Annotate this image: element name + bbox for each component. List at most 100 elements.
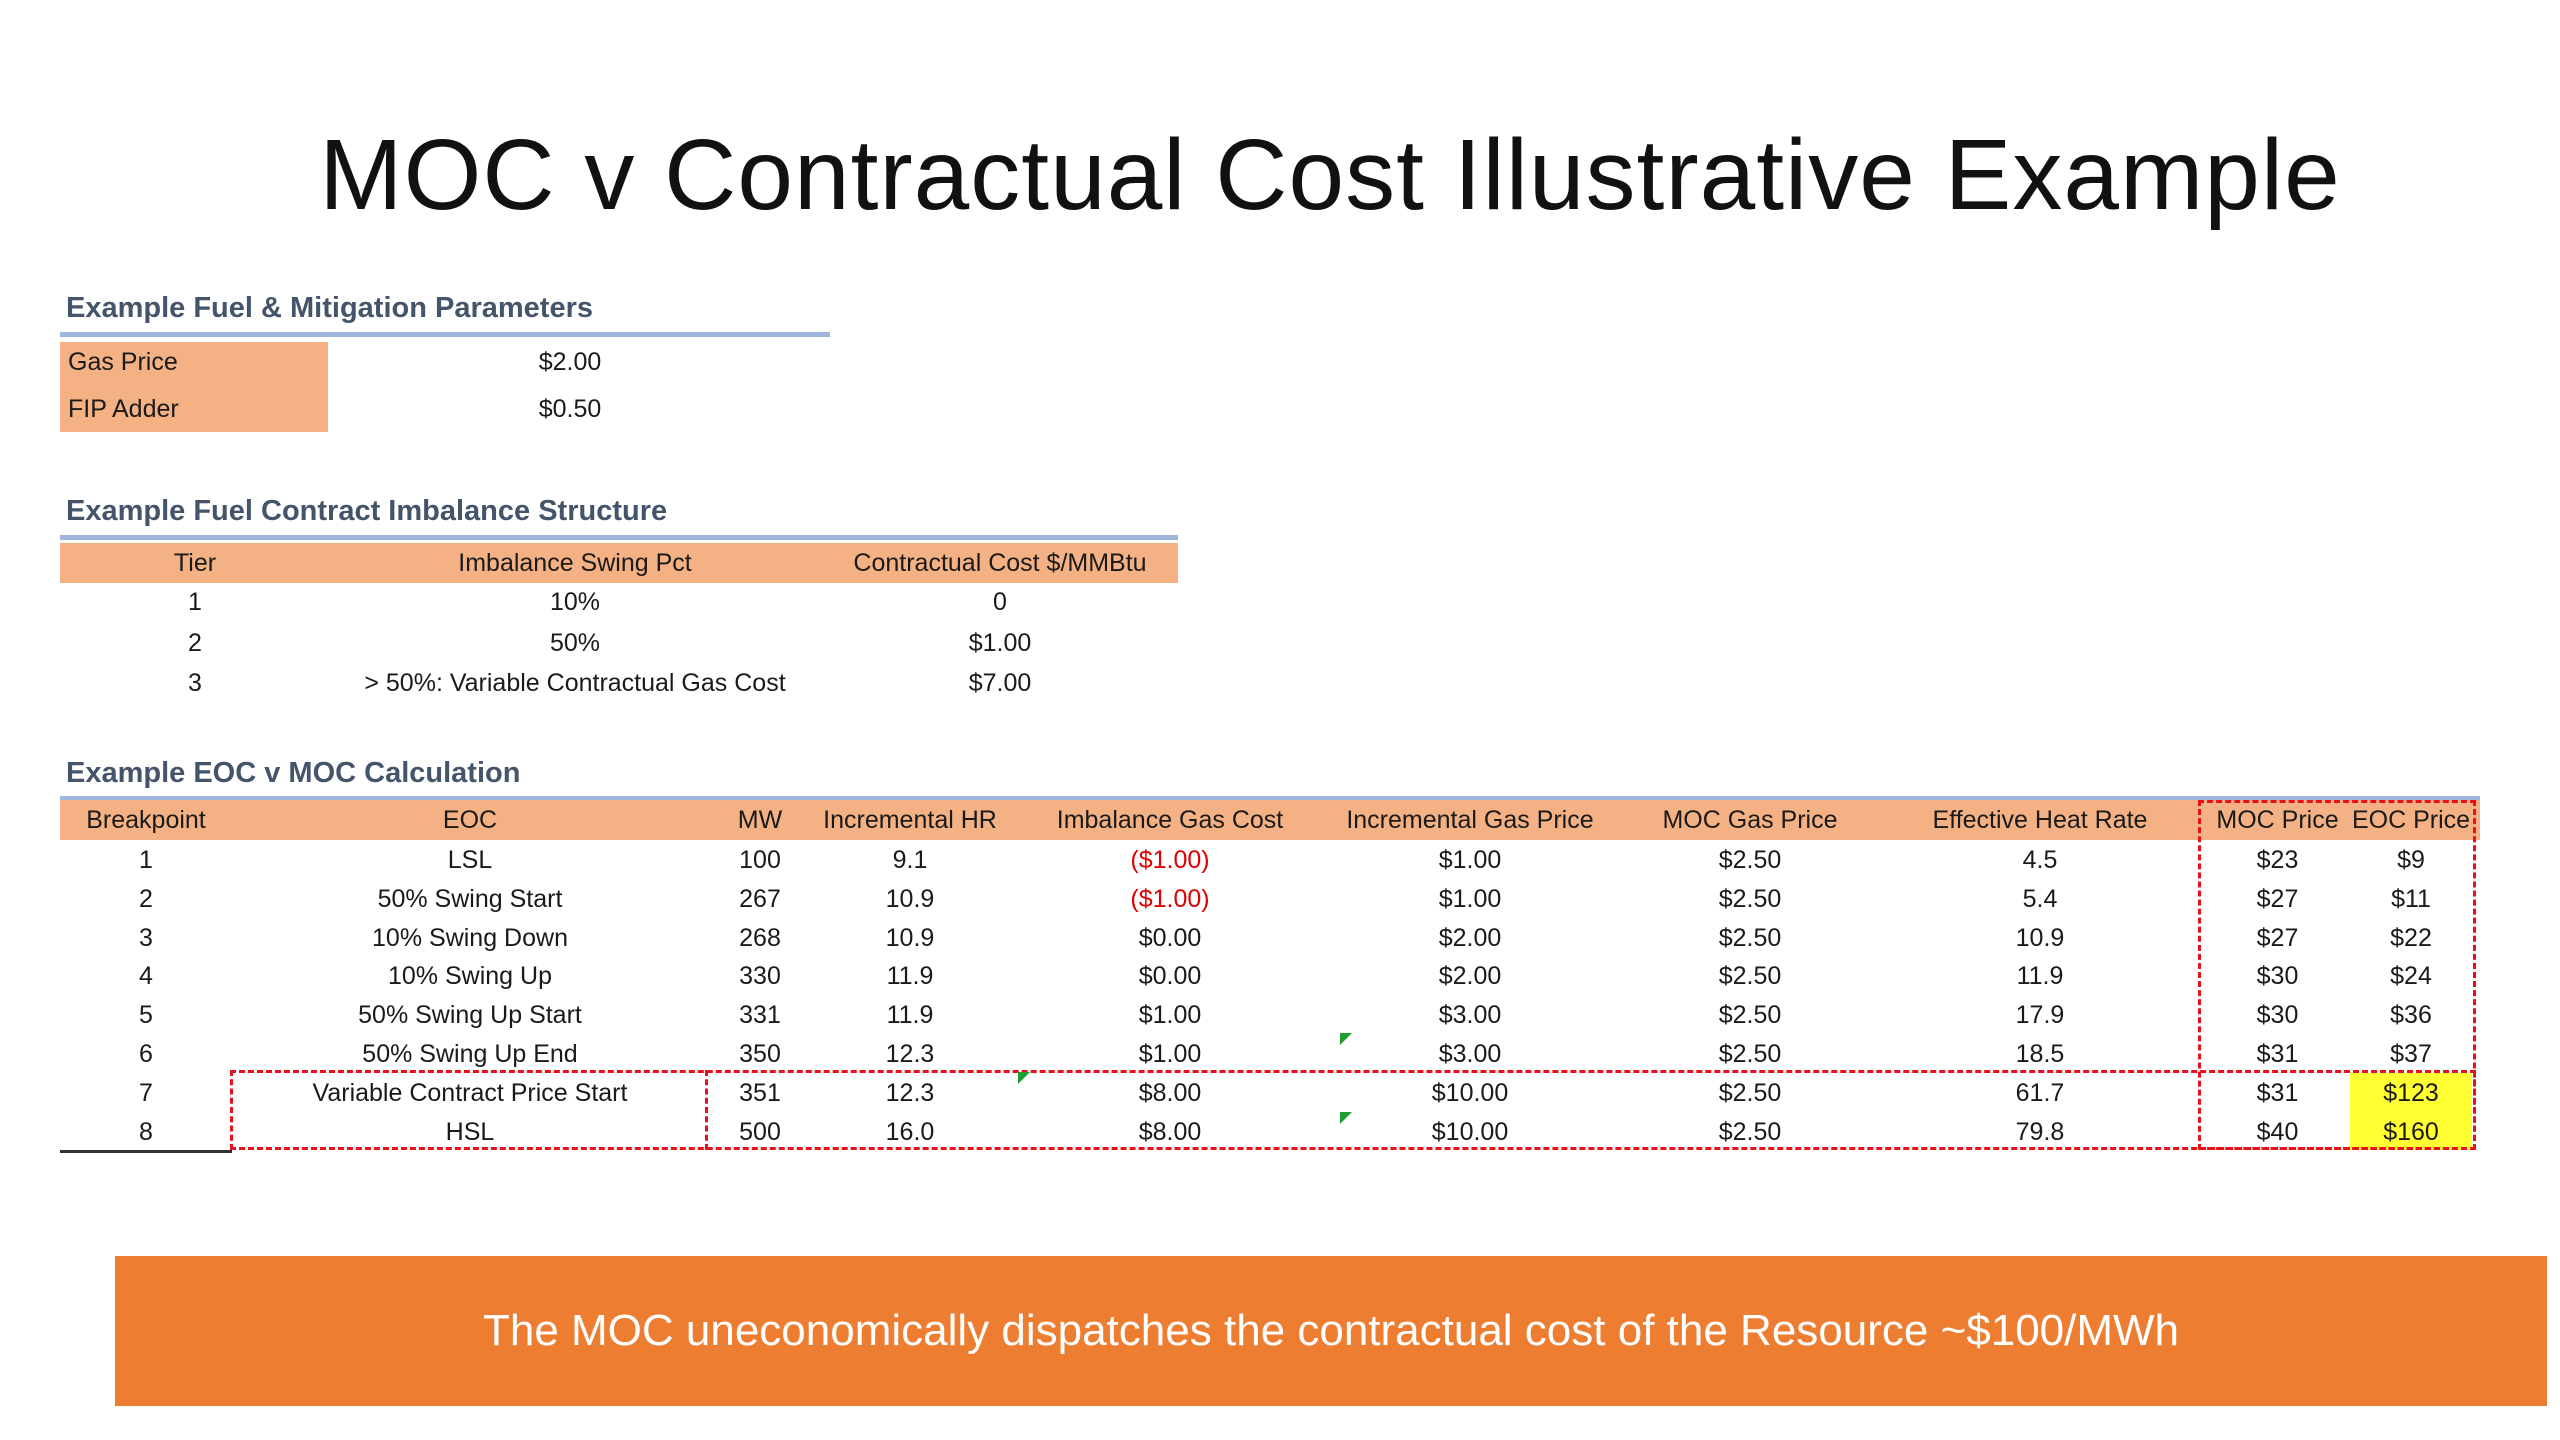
calc-cell-incremental-gas-price: $3.00: [1438, 1040, 1502, 1068]
calc-cell-imbalance-gas-cost: ($1.00): [1130, 884, 1210, 913]
calc-heading: Example EOC v MOC Calculation: [66, 757, 521, 789]
imbalance-heading: Example Fuel Contract Imbalance Structur…: [66, 495, 668, 527]
calc-cell-moc-gas-price: $2.50: [1718, 846, 1782, 874]
calc-cell-incremental-hr: 11.9: [886, 1001, 934, 1030]
calc-cell-mw: 268: [739, 923, 781, 952]
calc-cell-eoc: Variable Contract Price Start: [312, 1078, 628, 1107]
calc-cell-breakpoint: 5: [139, 1001, 153, 1030]
calc-cell-mw: 351: [739, 1078, 781, 1107]
calc-cell-effective-heat-rate: 61.7: [2015, 1078, 2065, 1107]
calc-header-eoc: EOC: [442, 806, 498, 834]
calc-cell-moc-price: $40: [2256, 1117, 2299, 1146]
calc-cell-eoc-price: $22: [2390, 923, 2432, 952]
calc-cell-moc-gas-price: $2.50: [1718, 1001, 1782, 1030]
calc-cell-moc-gas-price: $2.50: [1718, 1117, 1782, 1146]
calc-cell-breakpoint: 1: [139, 846, 153, 874]
calc-cell-incremental-gas-price: $10.00: [1431, 1117, 1509, 1146]
calc-cell-eoc-price: $9: [2397, 846, 2425, 874]
calc-cell-mw: 500: [739, 1117, 781, 1146]
calc-cell-mw: 350: [739, 1040, 781, 1068]
calc-cell-eoc: 50% Swing Up Start: [358, 1001, 582, 1030]
calc-cell-imbalance-gas-cost: ($1.00): [1130, 846, 1210, 874]
imbalance-rule: [60, 535, 1178, 540]
imbalance-row-swing: > 50%: Variable Contractual Gas Cost: [364, 669, 786, 697]
calc-cell-incremental-gas-price: $1.00: [1438, 846, 1502, 874]
calc-cell-imbalance-gas-cost: $8.00: [1138, 1078, 1202, 1107]
imbalance-header-band: [60, 543, 1178, 583]
calc-cell-eoc: LSL: [447, 846, 493, 874]
calc-cell-eoc: 50% Swing Start: [377, 884, 563, 913]
imbalance-row-swing: 50%: [549, 629, 601, 657]
calc-header-moc-gas-price: MOC Gas Price: [1662, 806, 1838, 834]
calc-cell-effective-heat-rate: 4.5: [2022, 846, 2058, 874]
calc-header-imbalance-gas-cost: Imbalance Gas Cost: [1056, 806, 1284, 834]
calc-cell-moc-price: $30: [2256, 1001, 2299, 1030]
calc-cell-incremental-hr: 16.0: [885, 1117, 935, 1146]
calc-cell-incremental-gas-price: $10.00: [1431, 1078, 1509, 1107]
gas-price-value: $2.00: [538, 348, 602, 376]
calc-header-incremental-gas-price: Incremental Gas Price: [1346, 806, 1594, 834]
calc-cell-mw: 330: [739, 962, 781, 991]
imbalance-header-swing: Imbalance Swing Pct: [458, 549, 692, 577]
calc-cell-incremental-gas-price: $2.00: [1438, 923, 1502, 952]
imbalance-row-cost: 0: [993, 588, 1007, 616]
calc-cell-mw: 331: [739, 1001, 781, 1030]
calc-cell-breakpoint: 8: [139, 1117, 153, 1146]
eoc-price-highlight: [2350, 1073, 2472, 1150]
calc-cell-incremental-hr: 9.1: [892, 846, 928, 874]
calc-cell-incremental-gas-price: $3.00: [1438, 1001, 1502, 1030]
imbalance-row-cost: $1.00: [968, 629, 1032, 657]
fuel-params-heading: Example Fuel & Mitigation Parameters: [66, 292, 593, 324]
cell-comment-flag: [1018, 1072, 1030, 1084]
calc-cell-incremental-gas-price: $1.00: [1438, 884, 1502, 913]
calc-header-eoc-price: EOC Price: [2351, 806, 2471, 834]
imbalance-header-tier: Tier: [173, 549, 217, 577]
calc-cell-imbalance-gas-cost: $8.00: [1138, 1117, 1202, 1146]
calc-cell-eoc-price: $36: [2390, 1001, 2432, 1030]
calc-header-incremental-hr: Incremental HR: [823, 806, 997, 834]
calc-cell-moc-gas-price: $2.50: [1718, 1040, 1782, 1068]
calc-cell-mw: 100: [739, 846, 781, 874]
calc-cell-eoc-price: $123: [2383, 1078, 2439, 1107]
calc-header-mw: MW: [737, 806, 783, 834]
cell-comment-flag: [1340, 1112, 1352, 1124]
calc-cell-eoc-price: $160: [2383, 1117, 2439, 1146]
calc-cell-breakpoint: 7: [139, 1078, 153, 1107]
fuel-params-label-band: [60, 342, 328, 432]
calc-cell-moc-gas-price: $2.50: [1718, 962, 1782, 991]
calc-cell-eoc: 10% Swing Down: [372, 923, 568, 952]
variable-rows-outline: [230, 1070, 2476, 1150]
gas-price-label: Gas Price: [68, 348, 178, 376]
calc-header-breakpoint: Breakpoint: [86, 806, 206, 834]
imbalance-row-cost: $7.00: [968, 669, 1032, 697]
fip-adder-value: $0.50: [538, 395, 602, 423]
calc-header-moc-price: MOC Price: [2216, 806, 2339, 834]
calc-cell-incremental-gas-price: $2.00: [1438, 962, 1502, 991]
calc-cell-imbalance-gas-cost: $0.00: [1138, 923, 1202, 952]
calc-cell-moc-price: $31: [2256, 1078, 2299, 1107]
calc-cell-eoc-price: $37: [2390, 1040, 2432, 1068]
calc-cell-moc-price: $27: [2256, 884, 2299, 913]
imbalance-row-tier: 1: [188, 588, 202, 616]
calc-cell-effective-heat-rate: 5.4: [2022, 884, 2058, 913]
fip-adder-label: FIP Adder: [68, 395, 179, 423]
calc-cell-eoc-price: $11: [2391, 884, 2431, 913]
calc-cell-imbalance-gas-cost: $1.00: [1138, 1001, 1202, 1030]
calc-cell-breakpoint: 3: [139, 923, 153, 952]
calc-cell-incremental-hr: 10.9: [885, 923, 935, 952]
calc-cell-eoc-price: $24: [2390, 962, 2432, 991]
calc-cell-moc-price: $27: [2256, 923, 2299, 952]
calc-cell-breakpoint: 6: [139, 1040, 153, 1068]
calc-cell-imbalance-gas-cost: $1.00: [1138, 1040, 1202, 1068]
calc-cell-effective-heat-rate: 18.5: [2015, 1040, 2065, 1068]
calc-cell-effective-heat-rate: 11.9: [2016, 962, 2064, 991]
calc-cell-incremental-hr: 11.9: [886, 962, 934, 991]
calc-cell-incremental-hr: 12.3: [885, 1040, 935, 1068]
imbalance-row-tier: 3: [188, 669, 202, 697]
table-bottom-rule: [60, 1150, 232, 1153]
calc-header-effective-heat-rate: Effective Heat Rate: [1932, 806, 2148, 834]
calc-cell-breakpoint: 2: [139, 884, 153, 913]
calc-cell-incremental-hr: 10.9: [885, 884, 935, 913]
variable-rows-divider: [705, 1070, 708, 1150]
calc-cell-moc-gas-price: $2.50: [1718, 1078, 1782, 1107]
